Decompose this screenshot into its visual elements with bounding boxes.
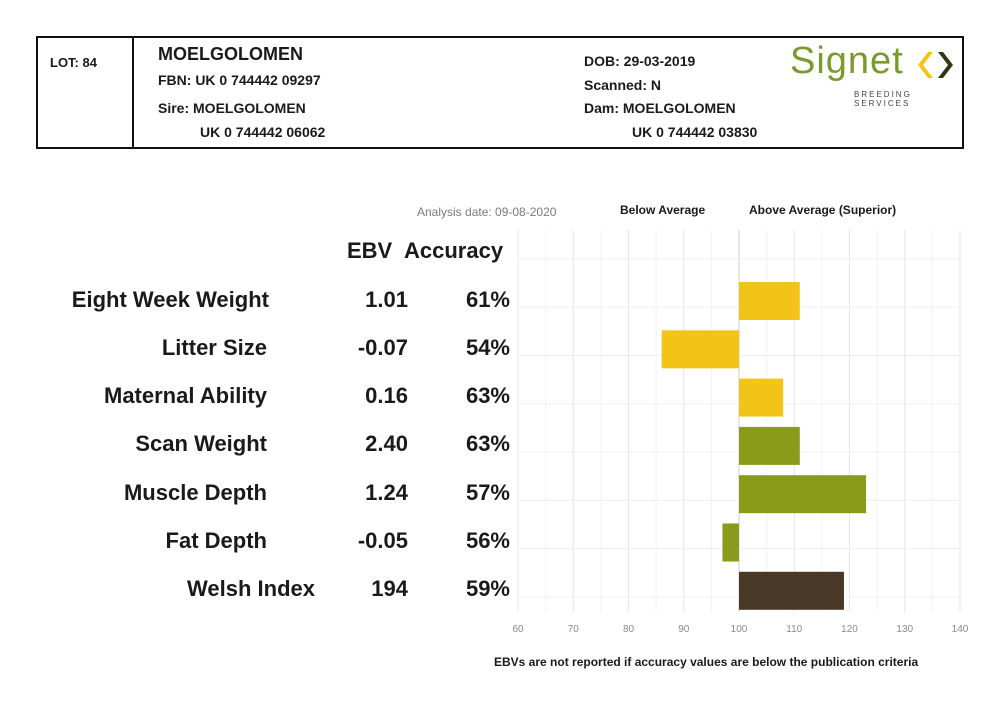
fbn: FBN: UK 0 744442 09297: [158, 72, 321, 88]
dam-id: UK 0 744442 03830: [632, 124, 758, 140]
analysis-date: Analysis date: 09-08-2020: [417, 205, 557, 219]
row-ebv-maternal-ability: 0.16: [365, 383, 408, 408]
bar-maternal-ability: [739, 378, 784, 417]
row-ebv-eight-week-weight: 1.01: [365, 287, 408, 312]
x-tick-label: 120: [841, 624, 858, 635]
row-ebv-welsh-index: 194: [371, 576, 408, 601]
row-label-eight-week-weight: Eight Week Weight: [71, 287, 269, 312]
logo-subtitle: BREEDING SERVICES: [854, 90, 912, 108]
below-average-label: Below Average: [620, 203, 706, 217]
chart-grid: [517, 230, 961, 612]
bar-eight-week-weight: [739, 282, 800, 320]
above-average-label: Above Average (Superior): [749, 203, 897, 217]
dob: DOB: 29-03-2019: [584, 53, 696, 69]
x-tick-label: 100: [731, 624, 748, 635]
x-tick-label: 140: [952, 624, 969, 635]
row-label-welsh-index: Welsh Index: [187, 576, 315, 601]
row-label-fat-depth: Fat Depth: [165, 528, 267, 553]
row-accuracy-scan-weight: 63%: [465, 431, 510, 456]
bar-litter-size: [661, 330, 739, 369]
row-ebv-muscle-depth: 1.24: [365, 480, 408, 505]
x-tick-label: 60: [512, 624, 524, 635]
x-tick-label: 110: [786, 624, 802, 635]
chart-x-ticks: 60 70 80 90 100 110 120 130 140: [512, 624, 968, 635]
scanned: Scanned: N: [584, 77, 662, 93]
x-tick-label: 80: [623, 624, 635, 635]
dam-label: Dam: MOELGOLOMEN: [584, 100, 736, 116]
row-ebv-scan-weight: 2.40: [365, 431, 408, 456]
logo-chevrons-icon: [918, 52, 953, 78]
row-label-litter-size: Litter Size: [161, 335, 267, 360]
bar-welsh-index: [739, 571, 844, 610]
accuracy-column-header: Accuracy: [404, 238, 504, 263]
animal-name: MOELGOLOMEN: [158, 44, 303, 64]
row-accuracy-welsh-index: 59%: [465, 576, 510, 601]
ebv-column-header: EBV: [347, 238, 393, 263]
lot-cell: LOT: 84: [38, 38, 134, 147]
row-label-maternal-ability: Maternal Ability: [104, 383, 267, 408]
row-accuracy-fat-depth: 56%: [465, 528, 510, 553]
signet-logo: Signet BREEDING SERVICES: [790, 40, 960, 108]
ebv-bar-chart: 60 70 80 90 100 110 120 130 140: [512, 230, 969, 635]
bar-muscle-depth: [739, 475, 867, 514]
footnote: EBVs are not reported if accuracy values…: [494, 655, 919, 669]
row-accuracy-maternal-ability: 63%: [465, 383, 510, 408]
row-accuracy-eight-week-weight: 61%: [465, 287, 510, 312]
row-label-scan-weight: Scan Weight: [135, 431, 267, 456]
x-tick-label: 90: [678, 624, 690, 635]
chart-bars: [661, 282, 867, 610]
x-tick-label: 130: [896, 624, 913, 635]
row-ebv-fat-depth: -0.05: [357, 528, 408, 553]
animal-header: LOT: 84 MOELGOLOMEN FBN: UK 0 744442 092…: [36, 36, 964, 149]
lot-number: LOT: 84: [50, 55, 97, 70]
x-tick-label: 70: [568, 624, 580, 635]
row-ebv-litter-size: -0.07: [357, 335, 408, 360]
row-label-muscle-depth: Muscle Depth: [123, 480, 267, 505]
bar-scan-weight: [739, 426, 800, 465]
sire-label: Sire: MOELGOLOMEN: [158, 100, 306, 116]
row-accuracy-litter-size: 54%: [465, 335, 510, 360]
bar-fat-depth: [722, 523, 739, 562]
logo-wordmark: Signet: [790, 40, 904, 82]
row-accuracy-muscle-depth: 57%: [465, 480, 510, 505]
sire-id: UK 0 744442 06062: [200, 124, 326, 140]
